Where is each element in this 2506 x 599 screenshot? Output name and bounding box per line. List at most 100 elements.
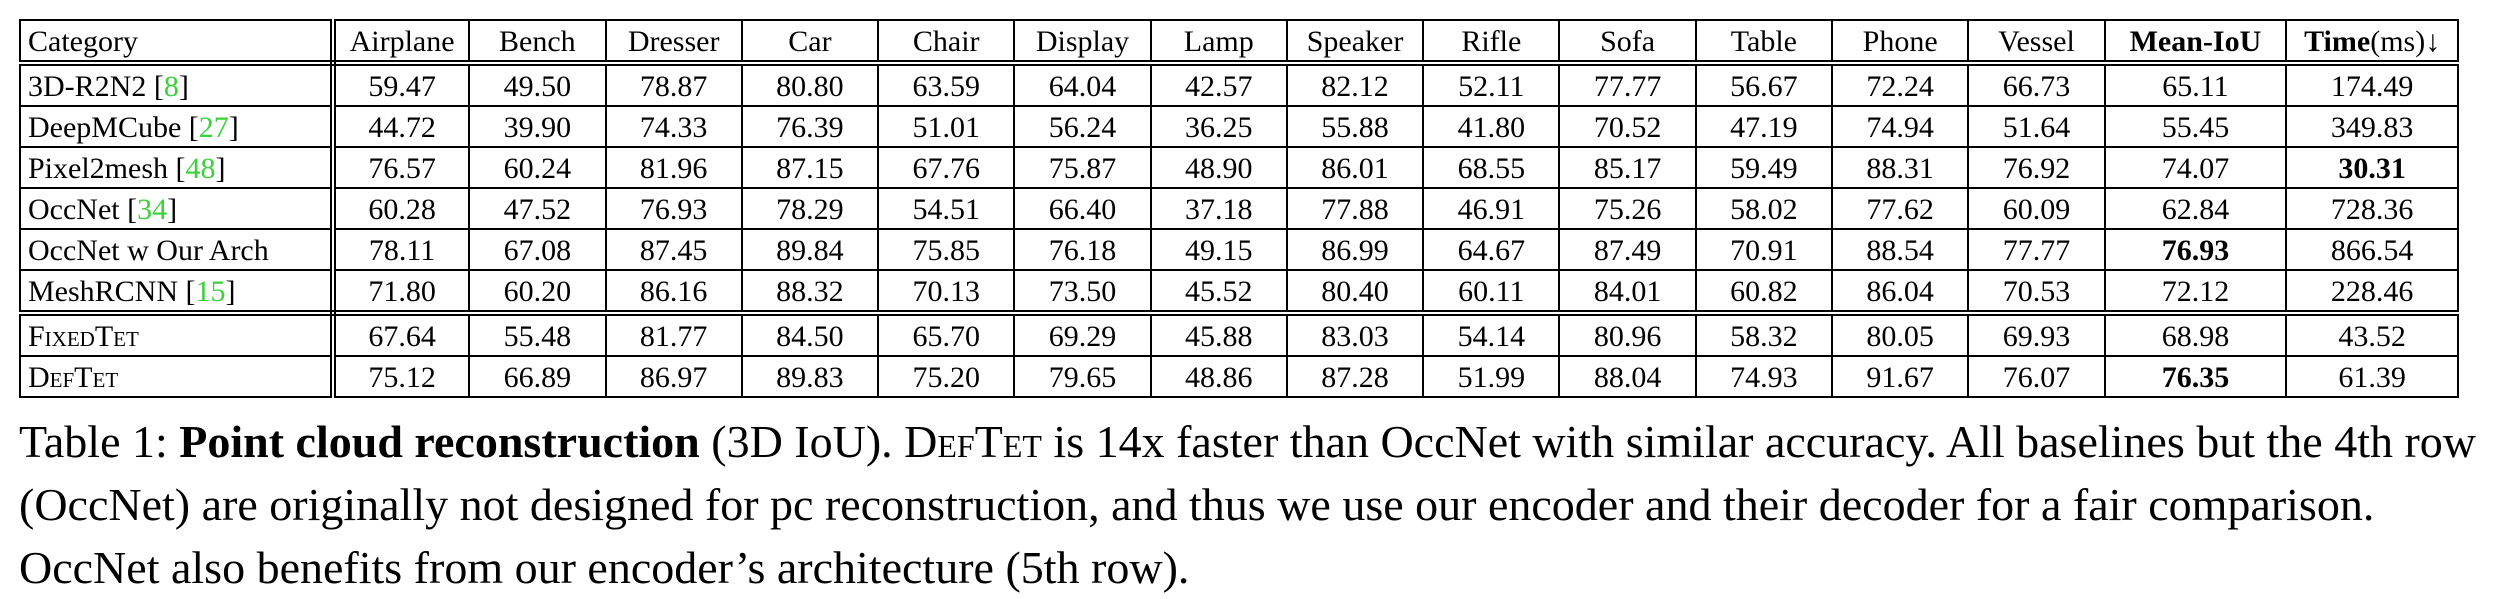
value-cell: 64.04: [1013, 62, 1152, 107]
value-cell: 89.83: [740, 355, 880, 398]
value-cell: 67.76: [877, 146, 1016, 189]
value-cell: 866.54: [2285, 228, 2459, 271]
value-cell: 65.70: [877, 312, 1016, 357]
header-phone: Phone: [1831, 19, 1970, 66]
value-cell: 75.12: [331, 355, 471, 398]
value-cell: 79.65: [1013, 355, 1152, 398]
value-cell: 60.28: [331, 187, 471, 230]
method-cell: MeshRCNN [15]: [19, 269, 336, 316]
value-cell: 48.90: [1149, 146, 1288, 189]
value-cell: 174.49: [2285, 62, 2459, 107]
value-cell: 46.91: [1422, 187, 1561, 230]
value-cell: 60.20: [468, 269, 607, 316]
value-cell: 88.32: [740, 269, 880, 316]
value-cell: 76.18: [1013, 228, 1152, 271]
method-cell: 3D-R2N2 [8]: [19, 62, 336, 107]
value-cell: 44.72: [331, 105, 471, 148]
value-cell: 86.97: [604, 355, 743, 398]
value-cell: 49.50: [468, 62, 607, 107]
citation-link[interactable]: 27: [198, 111, 229, 144]
value-cell: 30.31: [2285, 146, 2459, 189]
value-cell: 68.98: [2103, 312, 2288, 357]
value-cell: 60.24: [468, 146, 607, 189]
value-cell: 74.33: [604, 105, 743, 148]
value-cell: 86.16: [604, 269, 743, 316]
value-cell: 67.08: [468, 228, 607, 271]
value-cell: 81.77: [604, 312, 743, 357]
value-cell: 59.47: [331, 62, 471, 107]
header-lamp: Lamp: [1149, 19, 1288, 66]
header-time-suffix: (ms)↓: [2370, 25, 2441, 58]
table-row: DefTet 75.12 66.89 86.97 89.83 75.20 79.65 48.8…: [19, 355, 2459, 398]
value-cell: 77.88: [1285, 187, 1425, 230]
method-name: FixedTet: [28, 320, 139, 353]
value-cell: 78.29: [740, 187, 880, 230]
method-name: DefTet: [28, 361, 119, 394]
header-speaker: Speaker: [1285, 19, 1425, 66]
value-cell: 55.88: [1285, 105, 1425, 148]
value-cell: 72.24: [1831, 62, 1970, 107]
citation-link[interactable]: 48: [185, 152, 216, 185]
table-row: OccNet [34] 60.28 47.52 76.93 78.29 54.51 66.4…: [19, 187, 2459, 230]
value-cell: 68.55: [1422, 146, 1561, 189]
value-cell: 59.49: [1694, 146, 1834, 189]
method-name: 3D-R2N2: [28, 70, 147, 103]
method-cell: Pixel2mesh [48]: [19, 146, 336, 189]
value-cell: 55.48: [468, 312, 607, 357]
citation-link[interactable]: 8: [163, 70, 179, 103]
header-time-label: Time: [2304, 25, 2371, 58]
table-row: OccNet w Our Arch 78.11 67.08 87.45 89.84 75.…: [19, 228, 2459, 271]
header-row: Category Airplane Bench Dresser Car Chai…: [19, 19, 2459, 66]
table-row: FixedTet 67.64 55.48 81.77 84.50 65.70 69.29 45…: [19, 312, 2459, 357]
value-cell: 66.40: [1013, 187, 1152, 230]
value-cell: 42.57: [1149, 62, 1288, 107]
value-cell: 60.82: [1694, 269, 1834, 316]
header-dresser: Dresser: [604, 19, 743, 66]
value-cell: 80.05: [1831, 312, 1970, 357]
header-category: Category: [19, 19, 336, 66]
method-cell: DefTet: [19, 355, 336, 398]
value-cell: 76.07: [1967, 355, 2106, 398]
value-cell: 69.93: [1967, 312, 2106, 357]
value-cell: 72.12: [2103, 269, 2288, 316]
value-cell: 58.02: [1694, 187, 1834, 230]
value-cell: 60.11: [1422, 269, 1561, 316]
value-cell: 67.64: [331, 312, 471, 357]
value-cell: 82.12: [1285, 62, 1425, 107]
value-cell: 86.04: [1831, 269, 1970, 316]
value-cell: 86.01: [1285, 146, 1425, 189]
value-cell: 91.67: [1831, 355, 1970, 398]
header-time: Time(ms)↓: [2285, 19, 2459, 66]
value-cell: 47.19: [1694, 105, 1834, 148]
value-cell: 47.52: [468, 187, 607, 230]
value-cell: 52.11: [1422, 62, 1561, 107]
value-cell: 87.15: [740, 146, 880, 189]
value-cell: 88.54: [1831, 228, 1970, 271]
value-cell: 87.28: [1285, 355, 1425, 398]
value-cell: 73.50: [1013, 269, 1152, 316]
value-cell: 56.24: [1013, 105, 1152, 148]
value-cell: 39.90: [468, 105, 607, 148]
value-cell: 75.87: [1013, 146, 1152, 189]
value-cell: 54.14: [1422, 312, 1561, 357]
citation-link[interactable]: 15: [195, 275, 226, 308]
header-sofa: Sofa: [1558, 19, 1697, 66]
value-cell: 45.88: [1149, 312, 1288, 357]
value-cell: 77.77: [1558, 62, 1697, 107]
header-mean-iou: Mean-IoU: [2103, 19, 2288, 66]
value-cell: 65.11: [2103, 62, 2288, 107]
value-cell: 76.35: [2103, 355, 2288, 398]
header-vessel: Vessel: [1967, 19, 2106, 66]
value-cell: 61.39: [2285, 355, 2459, 398]
value-cell: 45.52: [1149, 269, 1288, 316]
value-cell: 74.94: [1831, 105, 1970, 148]
value-cell: 37.18: [1149, 187, 1288, 230]
value-cell: 43.52: [2285, 312, 2459, 357]
value-cell: 62.84: [2103, 187, 2288, 230]
value-cell: 84.50: [740, 312, 880, 357]
table-row: Pixel2mesh [48] 76.57 60.24 81.96 87.15 67.76…: [19, 146, 2459, 189]
header-table: Table: [1694, 19, 1834, 66]
value-cell: 36.25: [1149, 105, 1288, 148]
method-name: Pixel2mesh: [28, 152, 168, 185]
citation-link[interactable]: 34: [137, 193, 168, 226]
